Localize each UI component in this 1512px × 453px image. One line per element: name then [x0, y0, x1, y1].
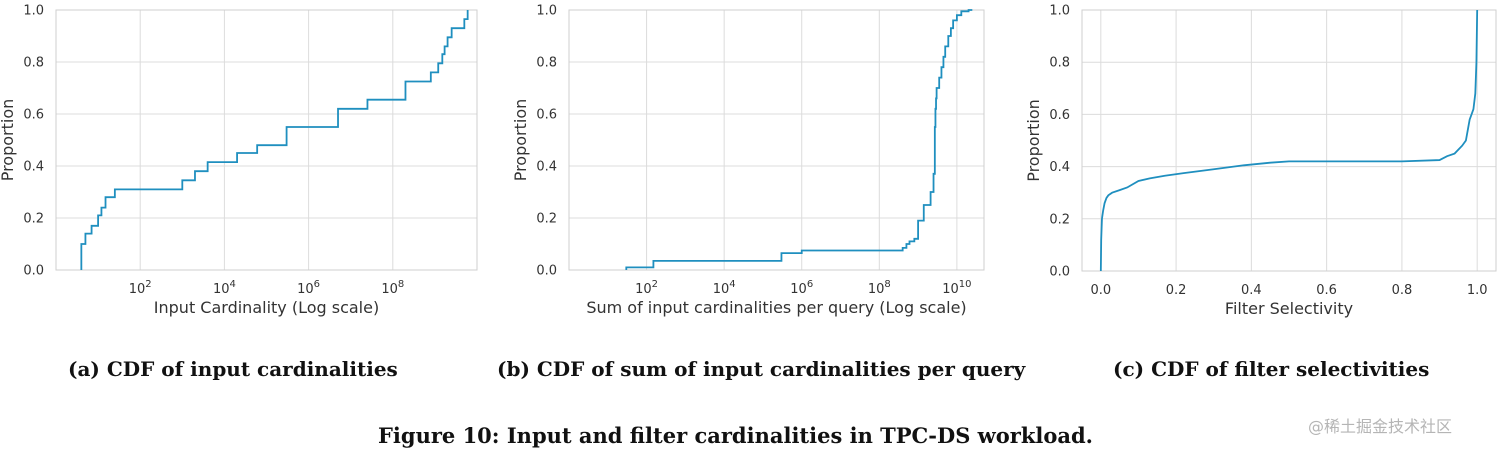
y-tick-label: 0.0 — [536, 264, 557, 279]
x-axis-label: Sum of input cardinalities per query (Lo… — [586, 298, 966, 317]
x-tick-label: 0.2 — [1166, 283, 1187, 298]
x-tick-label: 1010 — [942, 279, 971, 297]
x-tick-label: 106 — [790, 279, 813, 297]
x-axis-label: Input Cardinality (Log scale) — [154, 298, 379, 317]
cdf-series-line — [625, 9, 973, 270]
plot-frame — [568, 9, 985, 271]
x-tick-label: 106 — [297, 279, 320, 297]
x-tick-label: 1.0 — [1467, 283, 1488, 298]
y-tick-label: 0.2 — [23, 212, 44, 227]
y-tick-label: 0.6 — [23, 108, 44, 123]
y-tick-label: 0.4 — [536, 160, 557, 175]
y-tick-label: 0.0 — [23, 264, 44, 279]
x-tick-label: 104 — [213, 279, 236, 297]
x-tick-label: 108 — [381, 279, 404, 297]
x-tick-label: 108 — [868, 279, 891, 297]
y-tick-label: 0.2 — [1049, 212, 1070, 227]
y-tick-label: 0.8 — [1049, 56, 1070, 71]
y-tick-label: 0.4 — [23, 160, 44, 175]
y-axis-label: Proportion — [0, 99, 17, 182]
plot-frame — [55, 9, 478, 271]
y-tick-label: 0.6 — [536, 108, 557, 123]
x-tick-label: 0.8 — [1392, 283, 1413, 298]
cdf-series-line — [80, 10, 469, 270]
y-tick-label: 0.6 — [1049, 108, 1070, 123]
figure-caption: Figure 10: Input and filter cardinalitie… — [378, 423, 1093, 448]
y-tick-label: 0.4 — [1049, 160, 1070, 175]
x-axis-label: Filter Selectivity — [1225, 299, 1353, 318]
caption-a: (a) CDF of input cardinalities — [68, 357, 398, 381]
plot-frame — [1081, 9, 1497, 272]
y-tick-label: 0.8 — [23, 56, 44, 71]
y-tick-label: 1.0 — [23, 4, 44, 19]
y-tick-label: 0.0 — [1049, 265, 1070, 280]
panel-c: 0.0 0.2 0.4 0.6 0.8 1.0 0.0 0.2 0.4 0.6 0.8 1.0 Filt… — [1024, 4, 1497, 318]
y-tick-label: 1.0 — [1049, 4, 1070, 19]
y-tick-label: 0.8 — [536, 56, 557, 71]
y-tick-label: 0.2 — [536, 212, 557, 227]
x-tick-label: 0.6 — [1316, 283, 1337, 298]
x-tick-label: 102 — [129, 279, 152, 297]
y-axis-label: Proportion — [1024, 99, 1043, 182]
x-tick-label: 0.4 — [1241, 283, 1262, 298]
cdf-series-line — [1099, 9, 1479, 272]
caption-b: (b) CDF of sum of input cardinalities pe… — [497, 357, 1027, 381]
x-tick-label: 0.0 — [1090, 283, 1111, 298]
caption-c: (c) CDF of filter selectivities — [1113, 357, 1429, 381]
x-tick-label: 102 — [635, 279, 658, 297]
x-tick-label: 104 — [713, 279, 736, 297]
watermark: @稀土掘金技术社区 — [1308, 417, 1452, 436]
y-axis-label: Proportion — [511, 99, 530, 182]
y-tick-label: 1.0 — [536, 4, 557, 19]
